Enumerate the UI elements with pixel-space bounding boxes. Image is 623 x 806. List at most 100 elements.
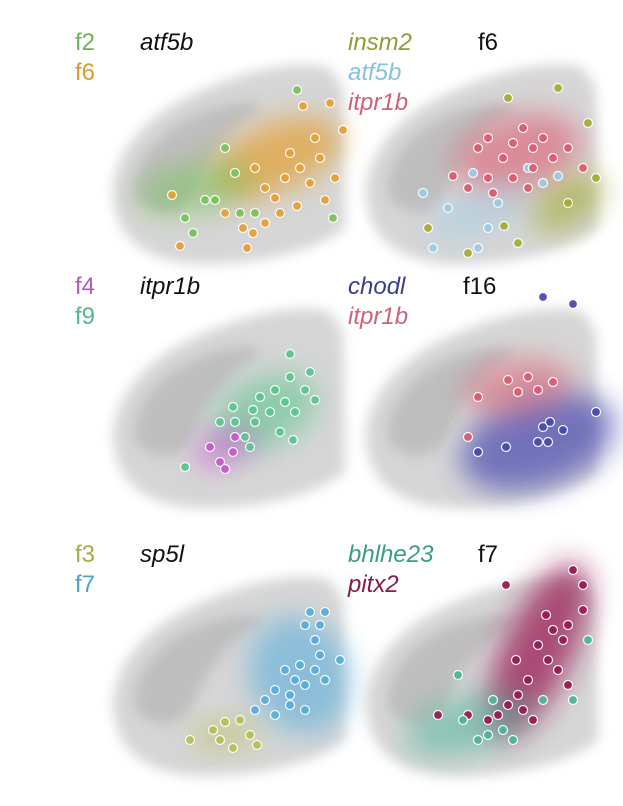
cell-point (472, 142, 484, 154)
cell-point (241, 242, 253, 254)
cell-point (251, 739, 263, 751)
cell-point (457, 714, 469, 726)
cell-point (284, 147, 296, 159)
cell-point (299, 704, 311, 716)
density-blob (404, 693, 532, 757)
cell-point (237, 222, 249, 234)
cell-point (329, 172, 341, 184)
cell-point (510, 654, 522, 666)
cell-point (442, 202, 454, 214)
cell-point (590, 172, 602, 184)
cell-point (291, 200, 303, 212)
cell-point (537, 694, 549, 706)
cell-point (214, 416, 226, 428)
cell-point (259, 217, 271, 229)
cell-point (517, 122, 529, 134)
cell-point (284, 348, 296, 360)
cell-point (512, 689, 524, 701)
cell-point (304, 177, 316, 189)
panel-title: f7 (478, 541, 499, 568)
panel-title: sp5l (140, 541, 185, 568)
cell-point (269, 384, 281, 396)
cell-point (207, 724, 219, 736)
cell-point (294, 162, 306, 174)
panel-title: f16 (463, 273, 497, 300)
cell-point (299, 384, 311, 396)
cell-point (527, 142, 539, 154)
cell-point (227, 446, 239, 458)
cell-point (582, 634, 594, 646)
cell-point (219, 142, 231, 154)
cell-point (582, 117, 594, 129)
cell-point (427, 242, 439, 254)
cell-point (166, 189, 178, 201)
cell-point (219, 463, 231, 475)
panel-itpr1b: f4 f9 itpr1b (75, 272, 345, 512)
cell-point (309, 132, 321, 144)
cell-point (562, 142, 574, 154)
cell-point (497, 152, 509, 164)
cell-point (289, 674, 301, 686)
cell-point (214, 734, 226, 746)
cell-point (299, 679, 311, 691)
cell-point (540, 609, 552, 621)
cell-point (532, 384, 544, 396)
cell-point (309, 394, 321, 406)
cell-point (552, 170, 564, 182)
cell-point (527, 162, 539, 174)
cell-point (537, 421, 549, 433)
cell-point (264, 406, 276, 418)
cell-point (297, 100, 309, 112)
panel-viz (113, 64, 349, 264)
cell-point (279, 664, 291, 676)
cell-point (537, 132, 549, 144)
cell-point (304, 366, 316, 378)
cell-point (562, 679, 574, 691)
cell-point (507, 137, 519, 149)
cell-point (467, 167, 479, 179)
cell-point (269, 192, 281, 204)
cell-point (219, 207, 231, 219)
cell-point (552, 82, 564, 94)
legend-item: f9 (75, 303, 96, 330)
cell-point (269, 709, 281, 721)
cell-point (314, 152, 326, 164)
cell-point (179, 461, 191, 473)
cell-point (274, 426, 286, 438)
cell-point (179, 212, 191, 224)
cell-point (542, 436, 554, 448)
legend-item: atf5b (348, 59, 402, 86)
cell-point (492, 197, 504, 209)
cell-point (309, 634, 321, 646)
cell-point (259, 182, 271, 194)
cell-point (537, 291, 549, 303)
panel-title: itpr1b (140, 273, 201, 300)
cell-point (249, 162, 261, 174)
cell-point (547, 624, 559, 636)
cell-point (337, 124, 349, 136)
cell-point (334, 654, 346, 666)
cell-point (244, 729, 256, 741)
cell-point (284, 699, 296, 711)
cell-point (259, 694, 271, 706)
cell-point (319, 194, 331, 206)
cell-point (502, 92, 514, 104)
cell-point (249, 704, 261, 716)
legend-item: insm2 (348, 29, 413, 56)
cell-point (304, 606, 316, 618)
cell-point (562, 197, 574, 209)
cell-point (324, 97, 336, 109)
density-blob (135, 160, 255, 216)
legend-item: chodl (348, 273, 406, 300)
cell-point (227, 401, 239, 413)
cell-point (327, 212, 339, 224)
panel-title: atf5b (140, 29, 194, 56)
cell-point (567, 694, 579, 706)
panel-viz (366, 562, 598, 776)
cell-point (462, 182, 474, 194)
legend-item: itpr1b (348, 303, 409, 330)
cell-point (289, 406, 301, 418)
cell-point (229, 416, 241, 428)
density-blob (425, 185, 531, 241)
cell-point (577, 579, 589, 591)
